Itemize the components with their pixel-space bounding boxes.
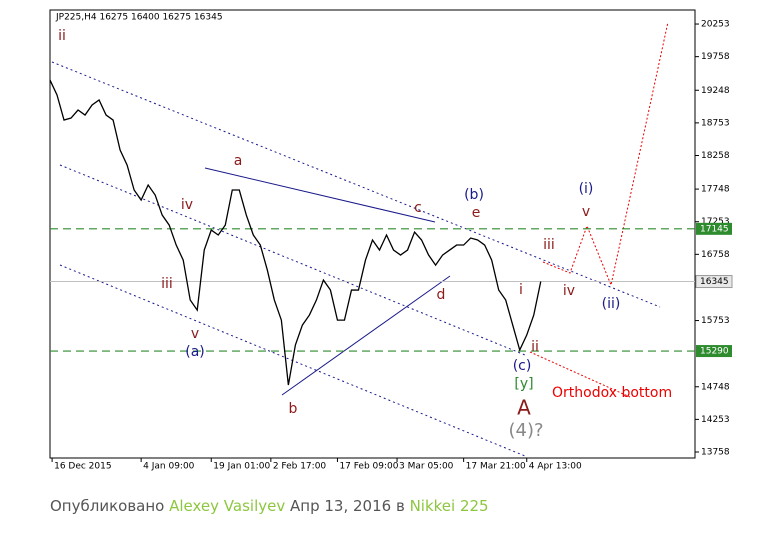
footer-date: Апр 13, 2016 в bbox=[290, 497, 405, 515]
level-box bbox=[696, 345, 732, 358]
wave-label: iii bbox=[543, 237, 555, 253]
y-tick-label: 17253 bbox=[701, 217, 730, 227]
wave-label: ii bbox=[531, 339, 539, 355]
wave-label: a bbox=[234, 153, 243, 169]
wave-label: (ii) bbox=[602, 296, 621, 312]
forecast-path bbox=[542, 21, 669, 287]
y-tick-label: 19758 bbox=[701, 52, 730, 62]
y-tick-label: 13758 bbox=[701, 448, 730, 458]
x-tick-label: 2 Feb 17:00 bbox=[273, 462, 327, 472]
footer: Опубликовано Alexey Vasilyev Апр 13, 201… bbox=[50, 497, 489, 515]
chart-title: JP225,H4 16275 16400 16275 16345 bbox=[55, 13, 223, 23]
y-tick-label: 14748 bbox=[701, 382, 730, 392]
wave-labels: ii a iv iii v (a) b c (b) e d iii i iv i… bbox=[58, 28, 672, 441]
y-tick-label: 19248 bbox=[701, 86, 730, 96]
wave-label: A bbox=[517, 396, 531, 420]
wave-label: (4)? bbox=[508, 420, 543, 441]
wave-label: iv bbox=[181, 197, 193, 213]
trend-line-b-d bbox=[281, 275, 451, 396]
wave-label: v bbox=[582, 204, 590, 220]
wave-label: b bbox=[289, 401, 298, 417]
y-tick-label: 16758 bbox=[701, 250, 730, 260]
x-tick-label: 3 Mar 05:00 bbox=[399, 462, 454, 472]
trend-line-a-c bbox=[204, 167, 436, 223]
channel-upper bbox=[51, 61, 661, 308]
wave-label: iii bbox=[161, 276, 173, 292]
y-tick-label: 20253 bbox=[701, 20, 730, 30]
y-tick-label: 18753 bbox=[701, 118, 730, 128]
footer-text: Опубликовано bbox=[50, 497, 165, 515]
wave-label: (c) bbox=[513, 358, 532, 374]
y-tick-label: 18258 bbox=[701, 151, 730, 161]
y-tick-label: 14253 bbox=[701, 415, 730, 425]
x-tick-label: 17 Mar 21:00 bbox=[466, 462, 526, 472]
chart: JP225,H4 16275 16400 16275 16345 13758 14… bbox=[49, 9, 733, 472]
annotation: Orthodox bottom bbox=[552, 385, 672, 401]
wave-label: (b) bbox=[464, 187, 484, 203]
level-box bbox=[695, 275, 733, 289]
wave-label: (i) bbox=[579, 181, 594, 197]
plot-frame bbox=[49, 9, 696, 459]
wave-label: [y] bbox=[514, 376, 533, 392]
wave-label: c bbox=[414, 200, 422, 216]
x-tick-label: 19 Jan 01:00 bbox=[213, 462, 270, 472]
level-label: 15290 bbox=[700, 347, 729, 357]
level-label: 16345 bbox=[700, 277, 729, 287]
wave-label: d bbox=[437, 287, 446, 303]
x-tick-label: 17 Feb 09:00 bbox=[339, 462, 398, 472]
y-tick-label: 15753 bbox=[701, 316, 730, 326]
x-tick-label: 16 Dec 2015 bbox=[54, 462, 111, 472]
instrument-link[interactable]: Nikkei 225 bbox=[409, 497, 489, 515]
x-tick-label: 4 Jan 09:00 bbox=[143, 462, 195, 472]
x-tick-label: 4 Apr 13:00 bbox=[529, 462, 582, 472]
wave-label: ii bbox=[58, 28, 66, 44]
level-box bbox=[696, 222, 732, 235]
author-link[interactable]: Alexey Vasilyev bbox=[169, 497, 286, 515]
y-tick-label: 17748 bbox=[701, 185, 730, 195]
wave-label: i bbox=[519, 282, 523, 298]
wave-label: v bbox=[191, 326, 199, 342]
price-line bbox=[49, 79, 542, 386]
wave-label: iv bbox=[563, 283, 575, 299]
level-label: 17145 bbox=[700, 224, 729, 234]
wave-label: e bbox=[472, 205, 481, 221]
channel-middle bbox=[59, 164, 526, 356]
wave-label: (a) bbox=[185, 344, 205, 360]
